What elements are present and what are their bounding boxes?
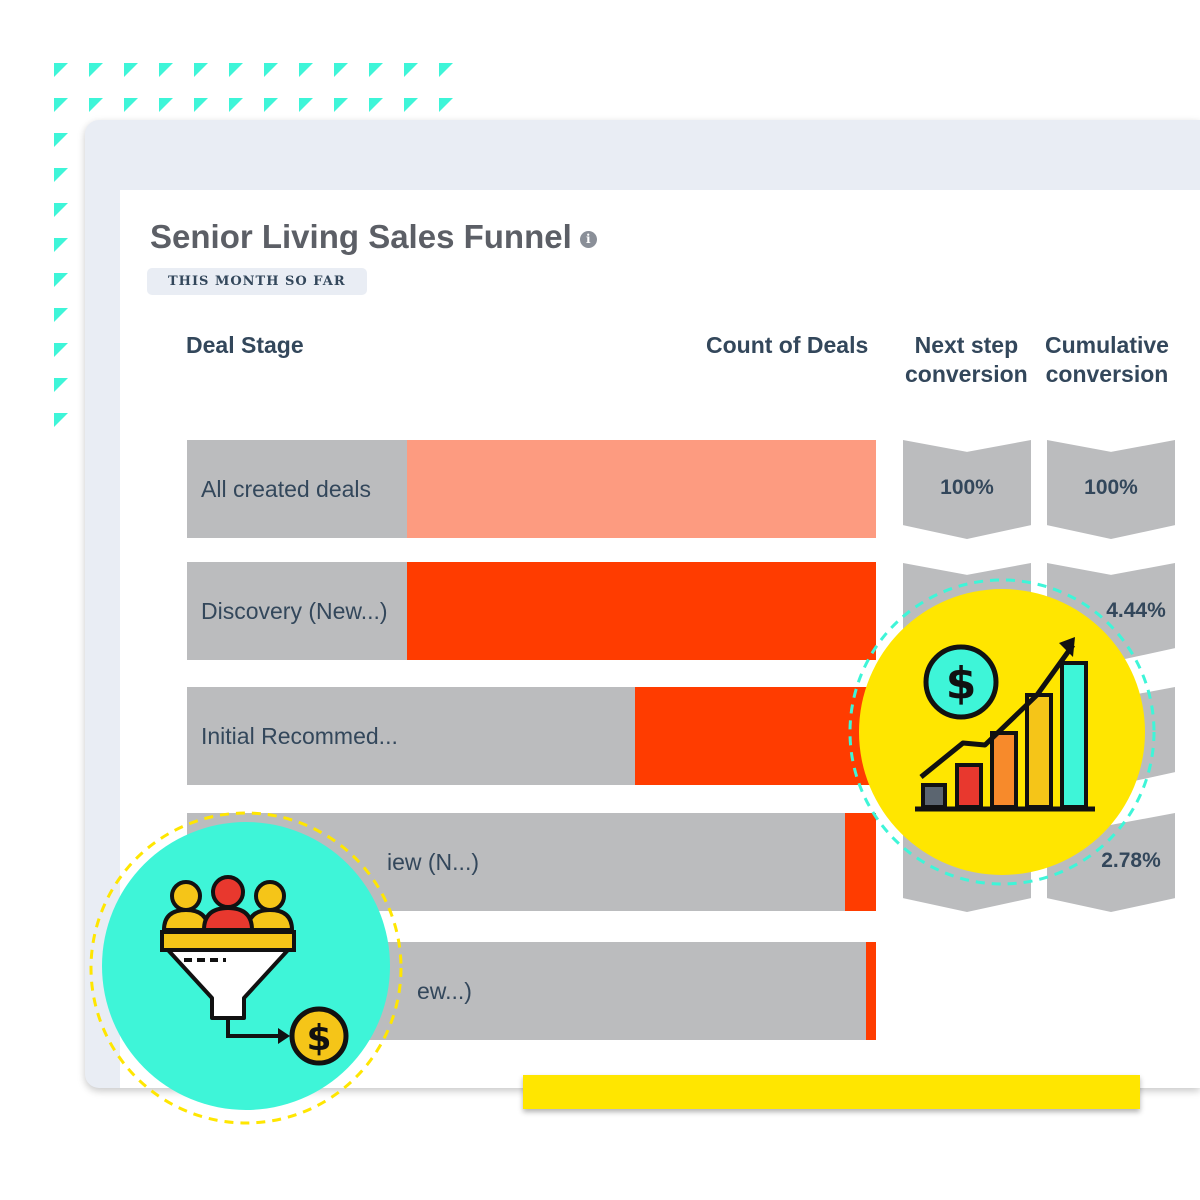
column-header-cumulative-conversion: Cumulative conversion: [1045, 332, 1169, 387]
decorative-triangle: [299, 98, 313, 112]
decorative-triangle: [264, 63, 278, 77]
decorative-triangle: [404, 98, 418, 112]
decorative-triangle: [54, 343, 68, 357]
decorative-triangle: [124, 98, 138, 112]
decorative-triangle-pattern: [54, 63, 453, 427]
funnel-stage-label: ew...): [417, 978, 472, 1004]
funnel-bar-fill-2: [634, 687, 876, 785]
funnel-row-2[interactable]: Initial Recommed...: [187, 687, 876, 785]
svg-text:$: $: [306, 1018, 331, 1059]
decorative-triangle: [334, 98, 348, 112]
decorative-triangle: [54, 168, 68, 182]
decorative-triangle: [89, 63, 103, 77]
funnel-bar-fill-3: [845, 813, 876, 911]
growth-chart-dollar-icon: $: [848, 578, 1156, 886]
next-step-conversion-chevron: 100%: [903, 440, 1031, 539]
funnel-people-dollar-icon: $: [89, 811, 403, 1125]
funnel-stage-label: All created deals: [201, 476, 372, 502]
decorative-triangle: [54, 238, 68, 252]
report-title: Senior Living Sales Funnel i: [150, 218, 597, 256]
decorative-triangle: [439, 63, 453, 77]
decorative-triangle: [264, 98, 278, 112]
info-icon[interactable]: i: [579, 230, 597, 248]
decorative-triangle: [369, 98, 383, 112]
decorative-triangle: [334, 63, 348, 77]
column-header-next-step-conversion: Next step conversion: [905, 332, 1028, 387]
yellow-highlight-strip: [523, 1075, 1140, 1109]
decorative-triangle: [54, 63, 68, 77]
cumulative-conversion-chevron: 100%: [1047, 440, 1175, 539]
column-header-deal-stage: Deal Stage: [186, 332, 304, 358]
decorative-triangle: [54, 203, 68, 217]
period-badge[interactable]: THIS MONTH SO FAR: [147, 268, 367, 295]
decorative-triangle: [299, 63, 313, 77]
funnel-bar-fill-0: [407, 440, 876, 538]
decorative-triangle: [369, 63, 383, 77]
decorative-triangle: [439, 98, 453, 112]
funnel-stage-label: iew (N...): [387, 849, 479, 875]
svg-text:$: $: [946, 658, 977, 709]
decorative-triangle: [159, 98, 173, 112]
decorative-triangle: [54, 378, 68, 392]
decorative-triangle: [124, 63, 138, 77]
decorative-triangle: [54, 413, 68, 427]
decorative-triangle: [229, 63, 243, 77]
decorative-triangle: [89, 98, 103, 112]
decorative-triangle: [54, 273, 68, 287]
decorative-triangle: [54, 133, 68, 147]
funnel-bar-fill-1: [407, 562, 876, 660]
funnel-bar-fill-4: [865, 942, 876, 1040]
decorative-triangle: [54, 308, 68, 322]
decorative-triangle: [194, 63, 208, 77]
funnel-stage-label: Discovery (New...): [201, 598, 388, 624]
decorative-triangle: [54, 98, 68, 112]
decorative-triangle: [404, 63, 418, 77]
column-header-count-of-deals: Count of Deals: [706, 332, 869, 358]
decorative-triangle: [159, 63, 173, 77]
decorative-triangle: [194, 98, 208, 112]
decorative-triangle: [229, 98, 243, 112]
funnel-row-0[interactable]: All created deals: [187, 440, 876, 538]
funnel-stage-label: Initial Recommed...: [201, 723, 398, 749]
funnel-row-1[interactable]: Discovery (New...): [187, 562, 876, 660]
